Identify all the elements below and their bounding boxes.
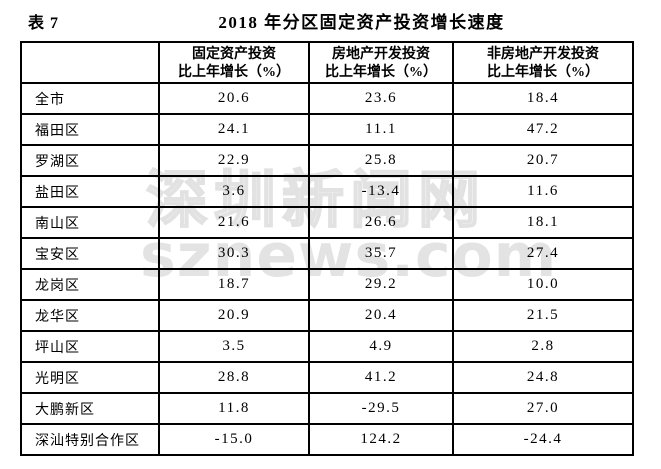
table-row: 福田区 24.1 11.1 47.2 <box>20 113 634 146</box>
cell-value: 28.8 <box>158 361 310 394</box>
cell-value: 21.5 <box>452 299 634 332</box>
cell-value: 29.2 <box>308 268 454 301</box>
cell-value: 2.8 <box>452 330 634 363</box>
row-label: 全市 <box>20 82 160 115</box>
table-row: 罗湖区 22.9 25.8 20.7 <box>20 144 634 177</box>
cell-value: 3.5 <box>158 330 310 363</box>
cell-value: 27.4 <box>452 237 634 270</box>
cell-value: 41.2 <box>308 361 454 394</box>
table-label: 表 7 <box>28 15 60 32</box>
table-row: 大鹏新区 11.8 -29.5 27.0 <box>20 392 634 425</box>
table-row: 宝安区 30.3 35.7 27.4 <box>20 237 634 270</box>
table-row: 光明区 28.8 41.2 24.8 <box>20 361 634 394</box>
cell-value: 23.6 <box>308 82 454 115</box>
cell-value: 20.6 <box>158 82 310 115</box>
row-label: 龙岗区 <box>20 268 160 301</box>
cell-value: 21.6 <box>158 206 310 239</box>
table-row: 盐田区 3.6 -13.4 11.6 <box>20 175 634 208</box>
cell-value: -15.0 <box>158 423 310 456</box>
cell-value: 3.6 <box>158 175 310 208</box>
column-header-line1: 固定资产投资 <box>192 46 276 62</box>
column-header-non-realestate-investment: 非房地产开发投资 比上年增长（%） <box>452 41 634 84</box>
row-label: 龙华区 <box>20 299 160 332</box>
table-row: 坪山区 3.5 4.9 2.8 <box>20 330 634 363</box>
row-label: 坪山区 <box>20 330 160 363</box>
table-row: 龙华区 20.9 20.4 21.5 <box>20 299 634 332</box>
cell-value: 30.3 <box>158 237 310 270</box>
cell-value: 11.1 <box>308 113 454 146</box>
cell-value: -29.5 <box>308 392 454 425</box>
cell-value: 18.7 <box>158 268 310 301</box>
cell-value: 20.7 <box>452 144 634 177</box>
corner-cell <box>20 41 160 84</box>
row-label: 深汕特别合作区 <box>20 423 160 456</box>
row-label: 南山区 <box>20 206 160 239</box>
table-row: 南山区 21.6 26.6 18.1 <box>20 206 634 239</box>
cell-value: 26.6 <box>308 206 454 239</box>
investment-growth-table: 固定资产投资 比上年增长（%） 房地产开发投资 比上年增长（%） 非房地产开发投… <box>20 41 634 456</box>
cell-value: 18.1 <box>452 206 634 239</box>
table-row: 龙岗区 18.7 29.2 10.0 <box>20 268 634 301</box>
cell-value: 24.8 <box>452 361 634 394</box>
cell-value: -13.4 <box>308 175 454 208</box>
row-label: 宝安区 <box>20 237 160 270</box>
page-title: 2018 年分区固定资产投资增长速度 <box>218 13 505 32</box>
column-header-line2: 比上年增长（%） <box>325 64 437 80</box>
row-label: 福田区 <box>20 113 160 146</box>
column-header-fixed-investment: 固定资产投资 比上年增长（%） <box>158 41 310 84</box>
row-label: 光明区 <box>20 361 160 394</box>
cell-value: 35.7 <box>308 237 454 270</box>
cell-value: 20.9 <box>158 299 310 332</box>
column-header-line2: 比上年增长（%） <box>487 64 599 80</box>
column-header-line1: 房地产开发投资 <box>332 46 430 62</box>
cell-value: 27.0 <box>452 392 634 425</box>
cell-value: 47.2 <box>452 113 634 146</box>
table-row: 全市 20.6 23.6 18.4 <box>20 82 634 115</box>
table-row: 深汕特别合作区 -15.0 124.2 -24.4 <box>20 423 634 456</box>
cell-value: 20.4 <box>308 299 454 332</box>
row-label: 罗湖区 <box>20 144 160 177</box>
column-header-realestate-investment: 房地产开发投资 比上年增长（%） <box>308 41 454 84</box>
cell-value: 4.9 <box>308 330 454 363</box>
row-label: 大鹏新区 <box>20 392 160 425</box>
cell-value: 11.6 <box>452 175 634 208</box>
cell-value: 18.4 <box>452 82 634 115</box>
column-header-line2: 比上年增长（%） <box>178 64 290 80</box>
cell-value: 10.0 <box>452 268 634 301</box>
cell-value: 24.1 <box>158 113 310 146</box>
cell-value: 22.9 <box>158 144 310 177</box>
cell-value: -24.4 <box>452 423 634 456</box>
row-label: 盐田区 <box>20 175 160 208</box>
cell-value: 124.2 <box>308 423 454 456</box>
cell-value: 11.8 <box>158 392 310 425</box>
cell-value: 25.8 <box>308 144 454 177</box>
header-row: 固定资产投资 比上年增长（%） 房地产开发投资 比上年增长（%） 非房地产开发投… <box>20 41 634 84</box>
column-header-line1: 非房地产开发投资 <box>487 46 599 62</box>
